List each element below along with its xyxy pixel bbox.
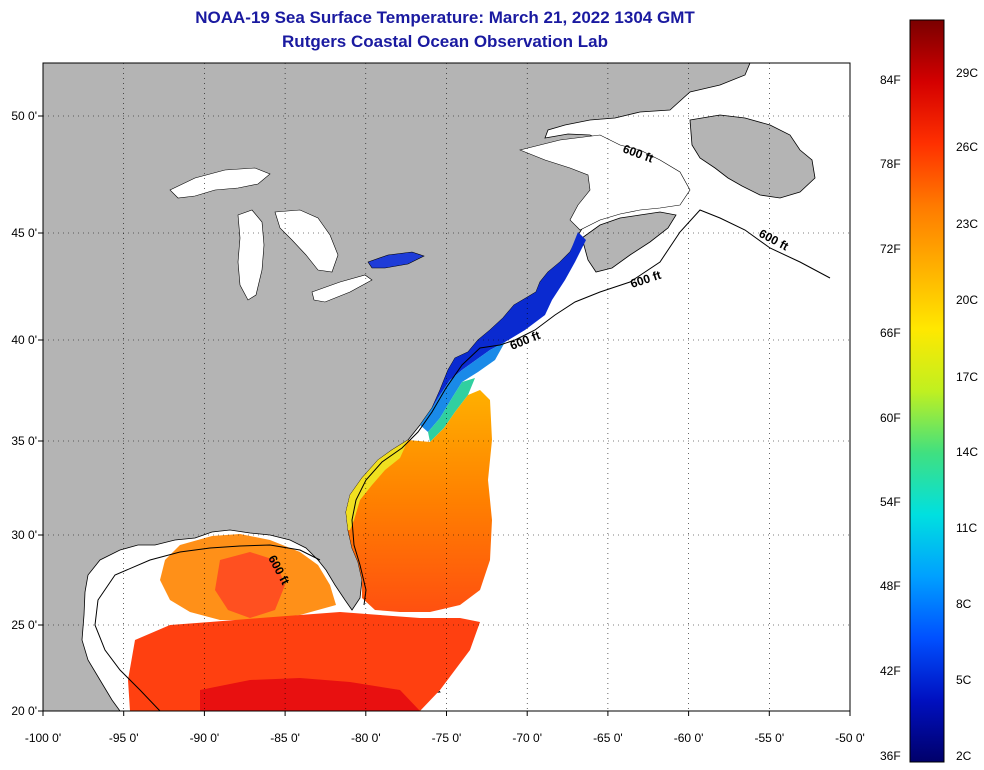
colorbar-f-label: 60F (880, 411, 901, 425)
colorbar-c-label: 29C (956, 66, 979, 80)
colorbar-f-label: 42F (880, 664, 901, 678)
x-tick-label: -50 0' (835, 731, 865, 745)
colorbar-c-label: 8C (956, 597, 972, 611)
land-nova-scotia (581, 211, 677, 273)
lake-huron (274, 209, 339, 273)
x-tick-label: -85 0' (270, 731, 300, 745)
colorbar-c-label: 26C (956, 140, 979, 154)
colorbar-c-label: 23C (956, 217, 979, 231)
sst-caribbean (128, 612, 480, 711)
sst-caribbean-deep (200, 678, 420, 711)
map-subtitle: Rutgers Coastal Ocean Observation Lab (282, 32, 608, 51)
land-newfoundland (689, 114, 816, 199)
colorbar-f-label: 72F (880, 242, 901, 256)
colorbar-c-label: 5C (956, 673, 972, 687)
axis-ticks: -100 0' -95 0' -90 0' -85 0' -80 0' -75 0' -70… (11, 109, 864, 745)
lat-lon-grid (43, 63, 850, 711)
colorbar-c-label: 20C (956, 293, 979, 307)
isobath-600ft (94, 209, 831, 711)
lake-erie (311, 274, 373, 303)
colorbar-f-label: 36F (880, 749, 901, 763)
y-tick-label: 45 0' (11, 226, 37, 240)
sst-mid-shelf (420, 342, 505, 432)
x-tick-label: -90 0' (190, 731, 220, 745)
y-tick-label: 50 0' (11, 109, 37, 123)
colorbar-c-label: 2C (956, 749, 972, 763)
lake-michigan (237, 209, 265, 301)
colorbar-f-label: 84F (880, 73, 901, 87)
y-tick-label: 25 0' (11, 618, 37, 632)
lake-superior (169, 167, 271, 199)
colorbar-f-label: 66F (880, 326, 901, 340)
y-tick-label: 40 0' (11, 333, 37, 347)
y-tick-label: 20 0' (11, 704, 37, 718)
colorbar (909, 19, 945, 763)
x-tick-label: -65 0' (593, 731, 623, 745)
colorbar-c-label: 17C (956, 370, 979, 384)
x-tick-label: -100 0' (25, 731, 61, 745)
x-tick-label: -55 0' (754, 731, 784, 745)
sst-yellow-edge (346, 440, 408, 530)
sst-loop-current (215, 552, 285, 618)
sst-cold-shelf (432, 232, 586, 408)
y-tick-label: 35 0' (11, 434, 37, 448)
x-tick-label: -75 0' (432, 731, 462, 745)
x-tick-label: -95 0' (109, 731, 139, 745)
x-tick-label: -70 0' (512, 731, 542, 745)
map-title: NOAA-19 Sea Surface Temperature: March 2… (195, 8, 695, 27)
colorbar-f-label: 78F (880, 157, 901, 171)
sst-gulf-stream (346, 390, 492, 612)
gulf-of-st-lawrence (519, 134, 691, 231)
lake-ontario (367, 251, 425, 269)
y-tick-label: 30 0' (11, 528, 37, 542)
colorbar-c-label: 14C (956, 445, 979, 459)
x-tick-label: -80 0' (351, 731, 381, 745)
colorbar-f-label: 48F (880, 579, 901, 593)
x-tick-label: -60 0' (674, 731, 704, 745)
sst-cool-strip (428, 378, 475, 442)
colorbar-f-label: 54F (880, 495, 901, 509)
colorbar-c-label: 11C (956, 521, 978, 535)
